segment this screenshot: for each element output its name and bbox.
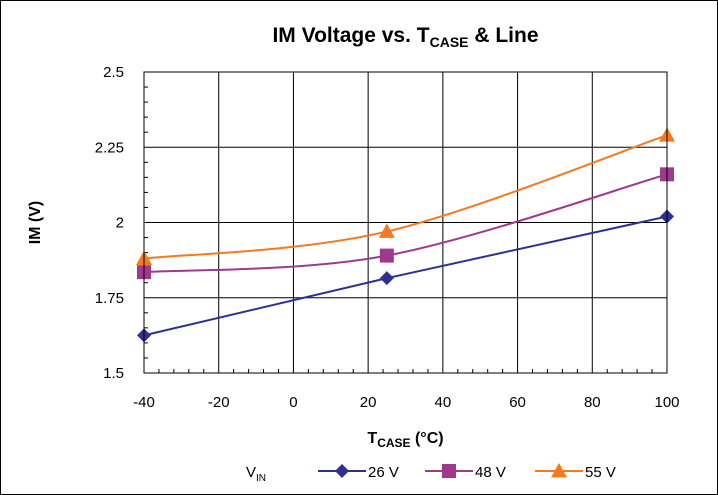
chart-title: IM Voltage vs. TCASE & Line <box>272 24 538 50</box>
x-tick-label: 0 <box>289 394 297 411</box>
series-point-2 <box>379 248 394 263</box>
series-point-3 <box>378 223 395 238</box>
x-axis-label-sub: CASE <box>377 436 410 450</box>
x-tick-label: 80 <box>584 394 601 411</box>
x-tick-label: 100 <box>654 394 679 411</box>
legend: VIN 26 V 48 V 55 V <box>246 463 616 484</box>
chart-title-sub: CASE <box>430 34 469 50</box>
plot-border <box>143 71 668 374</box>
x-tick-label: 40 <box>435 394 452 411</box>
y-tick-label: 1.75 <box>95 290 124 307</box>
x-tick-label: -40 <box>133 394 155 411</box>
x-tick-label: 20 <box>360 394 377 411</box>
series-line-3 <box>143 134 668 260</box>
x-axis-label-main: T <box>367 430 377 447</box>
y-tick-label: 2.25 <box>95 139 124 156</box>
y-tick-label: 1.5 <box>103 365 124 382</box>
chart-title-tail: & Line <box>469 24 539 47</box>
legend-title: VIN <box>246 464 266 484</box>
legend-label-2: 48 V <box>475 464 506 481</box>
y-tick-label: 2.5 <box>103 64 124 81</box>
legend-marker-3 <box>551 463 567 478</box>
chart-title-main: IM Voltage vs. T <box>272 24 429 47</box>
legend-label-3: 55 V <box>585 464 616 481</box>
legend-label-1: 26 V <box>368 464 399 481</box>
x-tick-label: 60 <box>509 394 526 411</box>
plot-area: -40 -20 0 20 40 60 80 100 1.5 1.75 2 2.25 2.5 <box>95 64 680 411</box>
x-axis-label-tail: (°C) <box>411 430 444 447</box>
series-line-1 <box>143 215 668 337</box>
legend-title-sub: IN <box>256 473 266 484</box>
legend-title-main: V <box>246 464 256 481</box>
series-point-1 <box>379 271 394 286</box>
x-tick-label: -20 <box>208 394 230 411</box>
y-axis-label: IM (V) <box>27 201 44 245</box>
x-axis-label: TCASE (°C) <box>367 430 443 450</box>
legend-marker-2 <box>442 464 456 478</box>
legend-marker-1 <box>335 464 349 478</box>
y-tick-label: 2 <box>116 215 124 232</box>
series-line-2 <box>143 173 668 274</box>
